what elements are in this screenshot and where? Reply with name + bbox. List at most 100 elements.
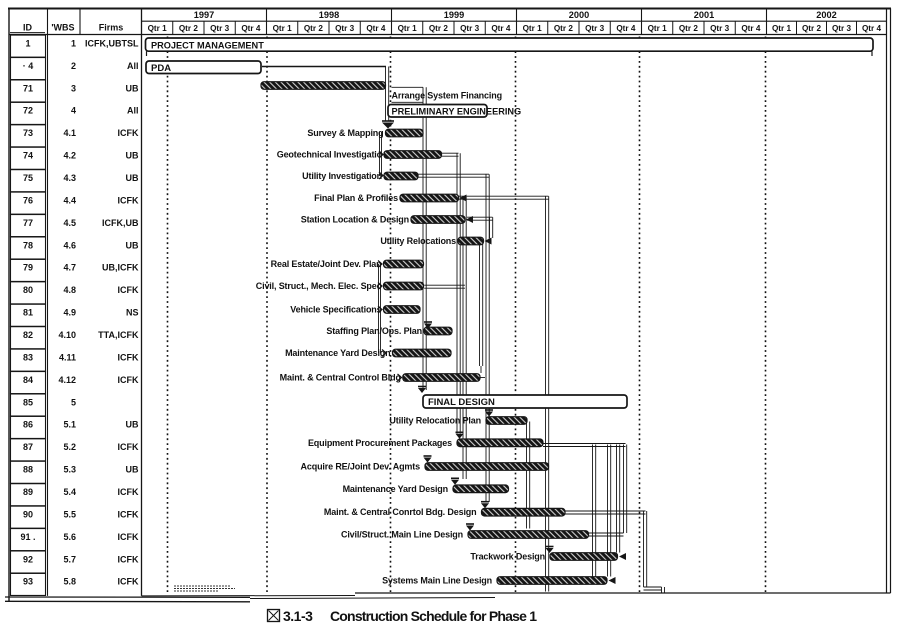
svg-text:5.5: 5.5 <box>63 509 76 519</box>
svg-text:4.3: 4.3 <box>63 173 76 183</box>
svg-text:Civil/Struct. Main Line Design: Civil/Struct. Main Line Design <box>341 530 463 540</box>
svg-text:Qtr 1: Qtr 1 <box>273 24 293 33</box>
svg-text:UB: UB <box>126 173 139 183</box>
svg-text:4.9: 4.9 <box>63 308 76 318</box>
svg-text:5.8: 5.8 <box>63 577 76 587</box>
svg-text:92: 92 <box>23 554 33 564</box>
svg-text:4.12: 4.12 <box>58 375 76 385</box>
svg-text:Qtr 3: Qtr 3 <box>210 24 230 33</box>
svg-text:4.5: 4.5 <box>63 218 76 228</box>
svg-text:3: 3 <box>71 83 76 93</box>
svg-text:UB: UB <box>126 151 139 161</box>
svg-text:ICFK: ICFK <box>118 352 139 362</box>
svg-text:PRELIMINARY ENGINEERING: PRELIMINARY ENGINEERING <box>392 107 522 117</box>
svg-text:84: 84 <box>23 375 33 385</box>
svg-text:UB: UB <box>126 83 139 93</box>
svg-text:90: 90 <box>23 509 33 519</box>
svg-text:Qtr 1: Qtr 1 <box>398 24 418 33</box>
svg-text:ICFK: ICFK <box>118 285 139 295</box>
svg-text:Qtr 1: Qtr 1 <box>772 24 792 33</box>
svg-text:Survey & Mapping: Survey & Mapping <box>307 128 383 138</box>
svg-text:ICFK: ICFK <box>118 532 139 542</box>
svg-text:Qtr 1: Qtr 1 <box>148 24 168 33</box>
svg-text:· 4: · 4 <box>23 61 34 71</box>
svg-text:Qtr 4: Qtr 4 <box>366 24 386 33</box>
svg-text:Arrange System Financing: Arrange System Financing <box>392 91 502 101</box>
svg-text:2001: 2001 <box>694 10 714 20</box>
svg-text:81: 81 <box>23 308 33 318</box>
svg-text:4.1: 4.1 <box>63 128 76 138</box>
svg-text:ICFK: ICFK <box>118 375 139 385</box>
svg-text:ICFK: ICFK <box>118 442 139 452</box>
svg-text:4.8: 4.8 <box>63 285 76 295</box>
svg-text:Qtr 3: Qtr 3 <box>710 24 730 33</box>
svg-text:Qtr 4: Qtr 4 <box>491 24 511 33</box>
svg-text:UB: UB <box>126 465 139 475</box>
svg-text:Utility Investigation: Utility Investigation <box>302 171 382 181</box>
svg-text:ICFK: ICFK <box>118 509 139 519</box>
svg-text:Trackwork Design: Trackwork Design <box>470 552 545 562</box>
svg-text:Final Plan & Profiles: Final Plan & Profiles <box>314 193 398 203</box>
svg-text:Qtr 4: Qtr 4 <box>241 24 261 33</box>
svg-text:77: 77 <box>23 218 33 228</box>
svg-text:Utility Relocation Plan: Utility Relocation Plan <box>389 416 481 426</box>
svg-text:71: 71 <box>23 83 33 93</box>
svg-text:All: All <box>127 61 139 71</box>
svg-text:Acquire RE/Joint Dev. Agmts: Acquire RE/Joint Dev. Agmts <box>301 462 421 472</box>
svg-text:4.7: 4.7 <box>63 263 76 273</box>
svg-text:Qtr 2: Qtr 2 <box>304 24 324 33</box>
svg-text:85: 85 <box>23 397 33 407</box>
svg-text:4: 4 <box>71 106 76 116</box>
svg-text:Firms: Firms <box>99 23 124 33</box>
svg-text:ICFK: ICFK <box>118 554 139 564</box>
svg-text:UB,ICFK: UB,ICFK <box>102 263 139 273</box>
svg-text:Equipment Procurement Packages: Equipment Procurement Packages <box>308 438 452 448</box>
svg-text:ICFK,UBTSL: ICFK,UBTSL <box>85 38 139 48</box>
svg-text:75: 75 <box>23 173 33 183</box>
svg-text:5.2: 5.2 <box>63 442 76 452</box>
svg-text:5.6: 5.6 <box>63 532 76 542</box>
svg-text:87: 87 <box>23 442 33 452</box>
svg-text:Geotechnical Investigatio: Geotechnical Investigatio <box>277 150 383 160</box>
svg-text:78: 78 <box>23 240 33 250</box>
svg-text:Station Location & Design: Station Location & Design <box>301 215 409 225</box>
svg-text:2002: 2002 <box>816 10 836 20</box>
svg-text:Qtr 1: Qtr 1 <box>523 24 543 33</box>
svg-text:4.2: 4.2 <box>63 151 76 161</box>
svg-text:Civil, Struct., Mech. Elec. Sp: Civil, Struct., Mech. Elec. Spec <box>256 281 382 291</box>
svg-text:88: 88 <box>23 465 33 475</box>
svg-text:Qtr 2: Qtr 2 <box>802 24 822 33</box>
svg-text:All: All <box>127 106 139 116</box>
svg-text:74: 74 <box>23 151 33 161</box>
svg-text:2: 2 <box>71 61 76 71</box>
svg-text:Qtr 3: Qtr 3 <box>460 24 480 33</box>
svg-text:Construction Schedule for Phas: Construction Schedule for Phase 1 <box>330 608 537 624</box>
svg-text:Qtr 3: Qtr 3 <box>585 24 605 33</box>
svg-text:Utility Relocations: Utility Relocations <box>380 236 456 246</box>
svg-text:80: 80 <box>23 285 33 295</box>
svg-text:ICFK: ICFK <box>118 577 139 587</box>
svg-text:Maintenance Yard Design: Maintenance Yard Design <box>343 484 448 494</box>
svg-text:Qtr 3: Qtr 3 <box>832 24 852 33</box>
svg-text:5.3: 5.3 <box>63 465 76 475</box>
svg-text:ICFK,UB: ICFK,UB <box>102 218 139 228</box>
svg-text:ICFK: ICFK <box>118 487 139 497</box>
svg-text:72: 72 <box>23 106 33 116</box>
svg-text:91 .: 91 . <box>20 532 35 542</box>
svg-text:PROJECT MANAGEMENT: PROJECT MANAGEMENT <box>151 40 264 50</box>
svg-text:Staffing Plan/Ops. Plan: Staffing Plan/Ops. Plan <box>326 326 422 336</box>
svg-text:86: 86 <box>23 420 33 430</box>
svg-text:4.10: 4.10 <box>58 330 76 340</box>
svg-text:Qtr 2: Qtr 2 <box>179 24 199 33</box>
svg-text:ICFK: ICFK <box>118 195 139 205</box>
svg-text:4.6: 4.6 <box>63 240 76 250</box>
svg-text:UB: UB <box>126 240 139 250</box>
svg-text:5.4: 5.4 <box>63 487 76 497</box>
svg-text:1: 1 <box>25 38 30 48</box>
svg-text:1: 1 <box>71 38 76 48</box>
svg-text:FINAL DESIGN: FINAL DESIGN <box>428 397 495 408</box>
svg-text:'WBS: 'WBS <box>51 23 74 33</box>
svg-text:79: 79 <box>23 263 33 273</box>
svg-text:ICFK: ICFK <box>118 128 139 138</box>
svg-text:Maint. & Central Conrtol Bdg.: Maint. & Central Conrtol Bdg. Design <box>324 507 477 517</box>
